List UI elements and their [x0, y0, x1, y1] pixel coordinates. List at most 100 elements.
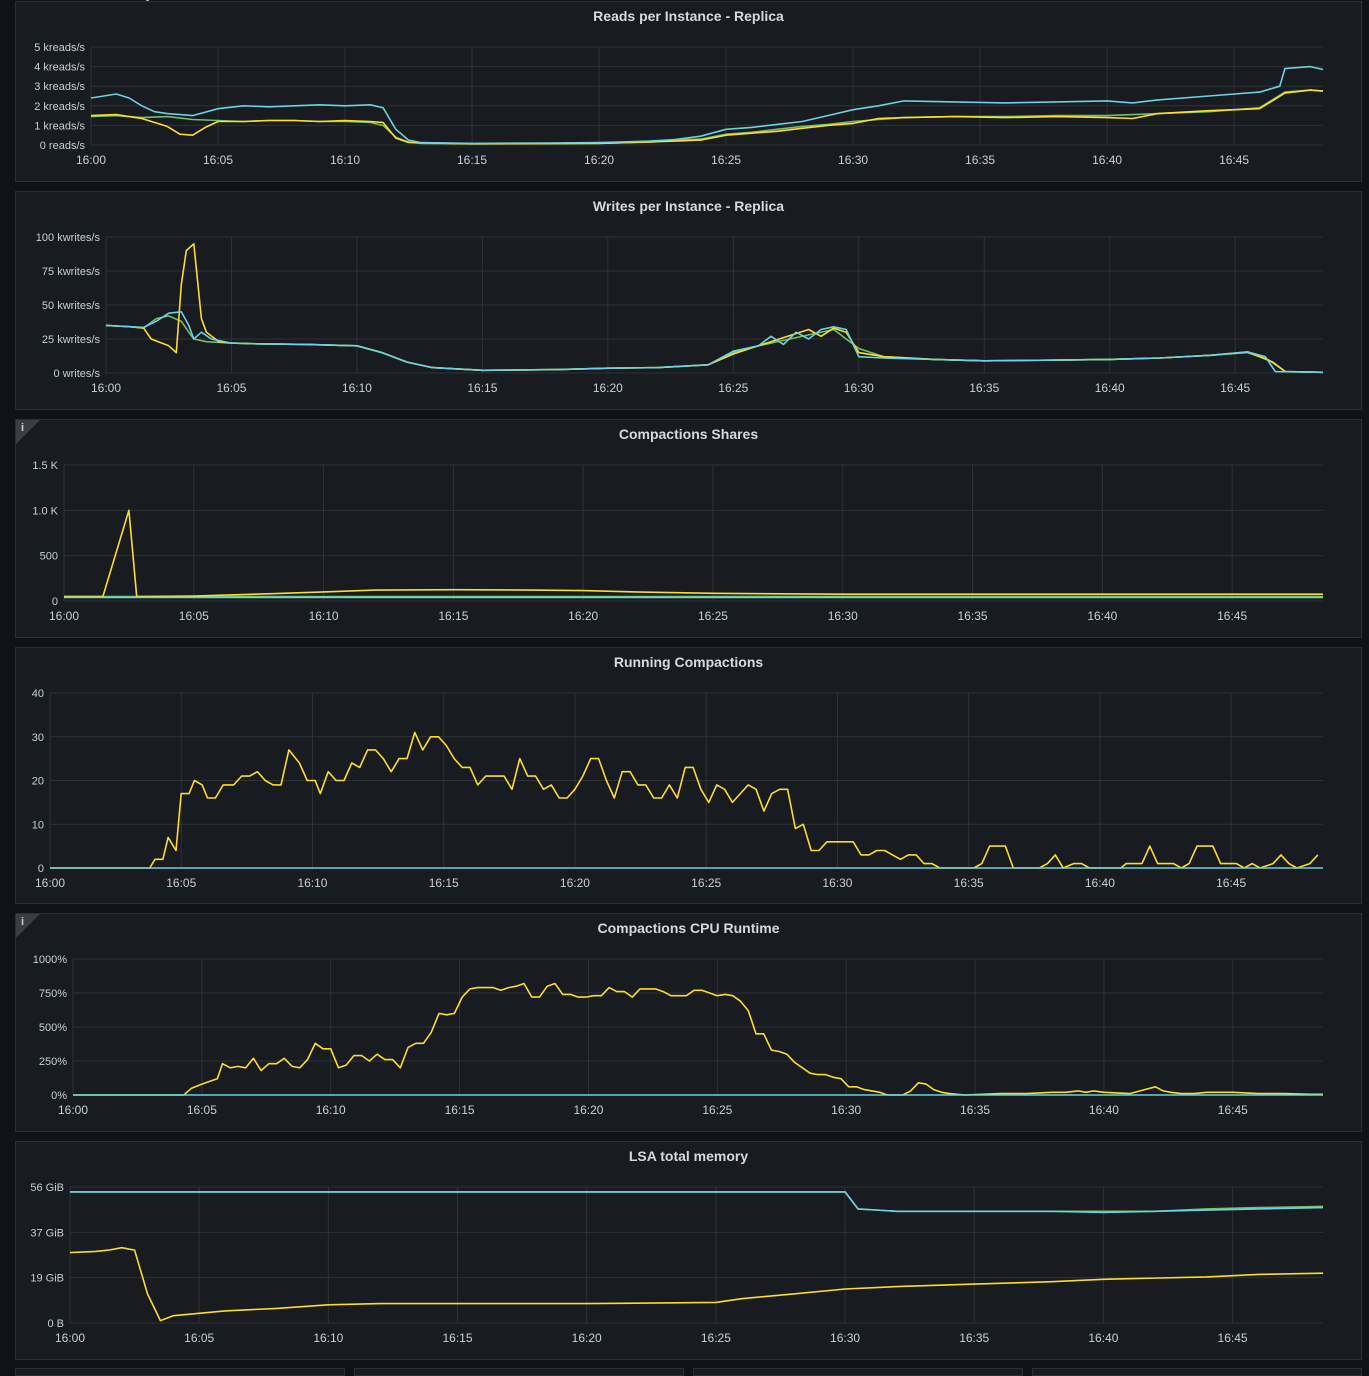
x-tick-label: 16:05 [166, 876, 196, 890]
x-tick-label: 16:45 [1218, 1331, 1248, 1345]
x-tick-label: 16:20 [560, 876, 590, 890]
y-tick-label: 0% [51, 1090, 67, 1102]
x-tick-label: 16:15 [467, 381, 497, 395]
x-tick-label: 16:15 [457, 153, 487, 167]
panel-compactions-cpu[interactable]: i Compactions CPU Runtime 0% 250% 500% 750%… [15, 913, 1362, 1132]
panel-title[interactable]: LSA total memory [628, 1148, 749, 1164]
panel-reads[interactable]: Reads per Instance - Replica 0 reads/s 1 … [15, 1, 1362, 182]
panel-running-compactions[interactable]: Running Compactions 0 10 20 30 40 16:00 16:05 1… [15, 647, 1362, 904]
y-tick-label: 37 GiB [30, 1227, 64, 1239]
x-tick-label: 16:30 [838, 153, 868, 167]
series-line-2 [105, 311, 1324, 374]
y-tick-label: 56 GiB [30, 1182, 64, 1194]
y-tick-label: 30 [32, 732, 44, 744]
panel-title[interactable]: Running Compactions [613, 654, 764, 670]
collapsed-panel[interactable] [15, 1368, 345, 1376]
collapsed-panel[interactable] [354, 1368, 684, 1376]
panel-title[interactable]: Writes per Instance - Replica [592, 198, 785, 214]
y-tick-label: 10 [32, 819, 44, 831]
x-tick-label: 16:10 [313, 1331, 343, 1345]
x-tick-label: 16:30 [831, 1103, 861, 1117]
y-tick-label: 75 kwrites/s [42, 266, 101, 278]
x-tick-label: 16:05 [216, 381, 246, 395]
y-tick-label: 1 kreads/s [34, 120, 85, 132]
x-tick-label: 16:15 [429, 876, 459, 890]
y-tick-label: 100 kwrites/s [36, 232, 101, 244]
x-tick-label: 16:35 [959, 1331, 989, 1345]
y-tick-label: 5 kreads/s [34, 42, 85, 54]
x-tick-label: 16:20 [568, 609, 598, 623]
collapsed-panel[interactable] [1032, 1368, 1362, 1376]
x-tick-label: 16:35 [965, 153, 995, 167]
y-tick-label: 0 [52, 596, 58, 608]
x-tick-label: 16:20 [572, 1331, 602, 1345]
panel-compaction-shares[interactable]: i Compactions Shares 0 500 1.0 K 1.5 K 16:00… [15, 419, 1362, 638]
series-line-0 [73, 982, 1323, 1096]
y-tick-label: 500 [40, 551, 58, 563]
x-tick-label: 16:00 [55, 1331, 85, 1345]
x-tick-label: 16:20 [584, 153, 614, 167]
x-tick-label: 16:25 [702, 1103, 732, 1117]
running-compactions-chart: 0 10 20 30 40 16:00 16:05 16:10 16:15 16:20 16:25 1… [32, 688, 1323, 890]
y-tick-label: 0 reads/s [40, 140, 86, 152]
panel-lsa-memory[interactable]: LSA total memory 0 B 19 GiB 37 GiB 56 GiB 16… [15, 1141, 1362, 1360]
y-tick-label: 50 kwrites/s [42, 300, 101, 312]
collapsed-panel[interactable] [693, 1368, 1023, 1376]
x-tick-label: 16:05 [179, 609, 209, 623]
info-corner[interactable] [16, 914, 40, 938]
x-tick-label: 16:45 [1218, 1103, 1248, 1117]
x-tick-label: 16:25 [718, 381, 748, 395]
y-tick-label: 500% [39, 1022, 67, 1034]
info-icon[interactable]: i [21, 422, 25, 434]
x-tick-label: 16:15 [443, 1331, 473, 1345]
x-tick-label: 16:30 [830, 1331, 860, 1345]
x-tick-label: 16:30 [828, 609, 858, 623]
y-tick-label: 25 kwrites/s [42, 334, 101, 346]
x-tick-label: 16:20 [593, 381, 623, 395]
x-tick-label: 16:15 [445, 1103, 475, 1117]
x-tick-label: 16:35 [969, 381, 999, 395]
x-tick-label: 16:40 [1089, 1103, 1119, 1117]
panel-title[interactable]: Compactions Shares [618, 426, 759, 442]
panel-title[interactable]: Reads per Instance - Replica [593, 8, 784, 24]
series-line-1 [69, 1246, 1324, 1322]
x-tick-label: 16:40 [1087, 609, 1117, 623]
x-tick-label: 16:10 [330, 153, 360, 167]
y-tick-label: 1.0 K [32, 505, 58, 517]
x-tick-label: 16:05 [203, 153, 233, 167]
y-tick-label: 2 kreads/s [34, 101, 85, 113]
x-tick-label: 16:10 [297, 876, 327, 890]
x-tick-label: 16:35 [960, 1103, 990, 1117]
series-line-1 [105, 242, 1324, 374]
x-tick-label: 16:40 [1088, 1331, 1118, 1345]
y-tick-label: 40 [32, 688, 44, 700]
x-tick-label: 16:00 [35, 876, 65, 890]
y-tick-label: 250% [39, 1056, 67, 1068]
series-line-1 [64, 509, 1323, 598]
series-line-1 [90, 89, 1324, 145]
panel-writes[interactable]: Writes per Instance - Replica 0 writes/s… [15, 191, 1362, 410]
info-icon[interactable]: i [21, 916, 25, 928]
y-tick-label: 0 writes/s [54, 368, 101, 380]
y-tick-label: 0 [38, 863, 44, 875]
lsa-memory-chart: 0 B 19 GiB 37 GiB 56 GiB 16:00 16:05 16:10 16:1… [30, 1182, 1324, 1345]
y-tick-label: 3 kreads/s [34, 81, 85, 93]
x-tick-label: 16:25 [698, 609, 728, 623]
x-tick-label: 16:00 [91, 381, 121, 395]
x-tick-label: 16:35 [954, 876, 984, 890]
compactions-cpu-chart: 0% 250% 500% 750% 1000% 16:00 16:05 16:10 16:15 1… [33, 954, 1323, 1117]
info-corner[interactable] [16, 420, 40, 444]
compaction-shares-chart: 0 500 1.0 K 1.5 K 16:00 16:05 16:10 16:15 16:20 1… [32, 460, 1323, 623]
x-tick-label: 16:00 [58, 1103, 88, 1117]
y-tick-label: 19 GiB [30, 1273, 64, 1285]
x-tick-label: 16:25 [701, 1331, 731, 1345]
x-tick-label: 16:20 [573, 1103, 603, 1117]
x-tick-label: 16:40 [1085, 876, 1115, 890]
panel-title[interactable]: Compactions CPU Runtime [597, 920, 780, 936]
x-tick-label: 16:40 [1095, 381, 1125, 395]
series-line-2 [70, 1191, 1324, 1214]
series-line-2 [90, 65, 1324, 145]
x-tick-label: 16:25 [691, 876, 721, 890]
x-tick-label: 16:35 [958, 609, 988, 623]
x-tick-label: 16:10 [309, 609, 339, 623]
